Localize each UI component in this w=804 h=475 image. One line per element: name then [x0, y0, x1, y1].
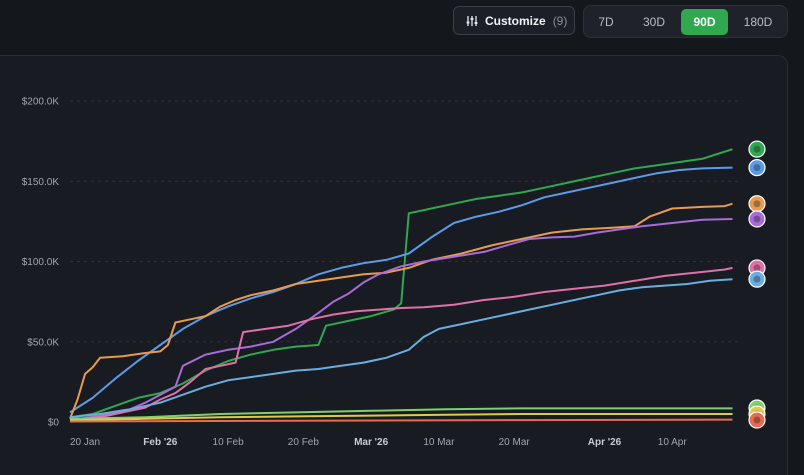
- dark-token-icon[interactable]: [748, 411, 766, 429]
- chart-panel: [0, 55, 788, 475]
- y-axis: $200.0K $150.0K $100.0K $50.0K $0: [22, 97, 60, 429]
- series-line: [69, 407, 733, 420]
- x-tick-label: 20 Jan: [70, 437, 100, 448]
- series-line: [69, 413, 733, 422]
- sliders-icon: [466, 15, 478, 26]
- blue-orb-token-icon[interactable]: [748, 195, 766, 213]
- chart-grid: [70, 100, 740, 343]
- x-tick-label: 10 Mar: [423, 437, 455, 448]
- y-tick-label: $150.0K: [22, 177, 60, 188]
- chart-series: [69, 148, 733, 423]
- series-line: [69, 148, 733, 419]
- customize-button[interactable]: Customize (9): [453, 6, 575, 35]
- series-line: [69, 202, 733, 420]
- line-chart: $200.0K $150.0K $100.0K $50.0K $0 20 Jan Feb …: [22, 97, 766, 448]
- series-line: [69, 218, 733, 422]
- y-tick-label: $100.0K: [22, 257, 60, 268]
- shiba-token-icon[interactable]: [748, 159, 766, 177]
- y-tick-label: $50.0K: [27, 337, 59, 348]
- green-globe-token-icon[interactable]: [748, 140, 766, 158]
- x-tick-label: Mar '26: [354, 437, 389, 448]
- red-face-token-icon[interactable]: [748, 210, 766, 228]
- customize-label: Customize: [485, 13, 546, 28]
- x-tick-label: Feb '26: [143, 437, 177, 448]
- x-tick-label: Apr '26: [588, 437, 622, 448]
- series-line: [69, 166, 733, 414]
- chart-toolbar: Customize (9) 7D 30D 90D 180D: [0, 0, 804, 50]
- time-range-selector: 7D 30D 90D 180D: [583, 5, 788, 38]
- x-tick-label: 10 Apr: [658, 437, 688, 448]
- series-line: [69, 418, 733, 423]
- customize-count: (9): [552, 13, 568, 28]
- x-tick-label: 10 Feb: [213, 437, 245, 448]
- x-tick-label: 20 Feb: [288, 437, 320, 448]
- x-tick-label: 20 Mar: [499, 437, 531, 448]
- series-line: [69, 266, 733, 423]
- gold-coin-token-icon[interactable]: [748, 270, 766, 288]
- y-tick-label: $200.0K: [22, 97, 60, 108]
- y-tick-label: $0: [48, 418, 60, 429]
- range-7d-button[interactable]: 7D: [598, 15, 614, 29]
- series-icons: [748, 140, 766, 429]
- range-90d-button[interactable]: 90D: [681, 9, 728, 35]
- series-line: [69, 278, 733, 419]
- x-axis: 20 Jan Feb '26 10 Feb 20 Feb Mar '26 10 Mar 20…: [70, 437, 687, 448]
- range-180d-button[interactable]: 180D: [743, 15, 773, 29]
- range-30d-button[interactable]: 30D: [642, 15, 665, 29]
